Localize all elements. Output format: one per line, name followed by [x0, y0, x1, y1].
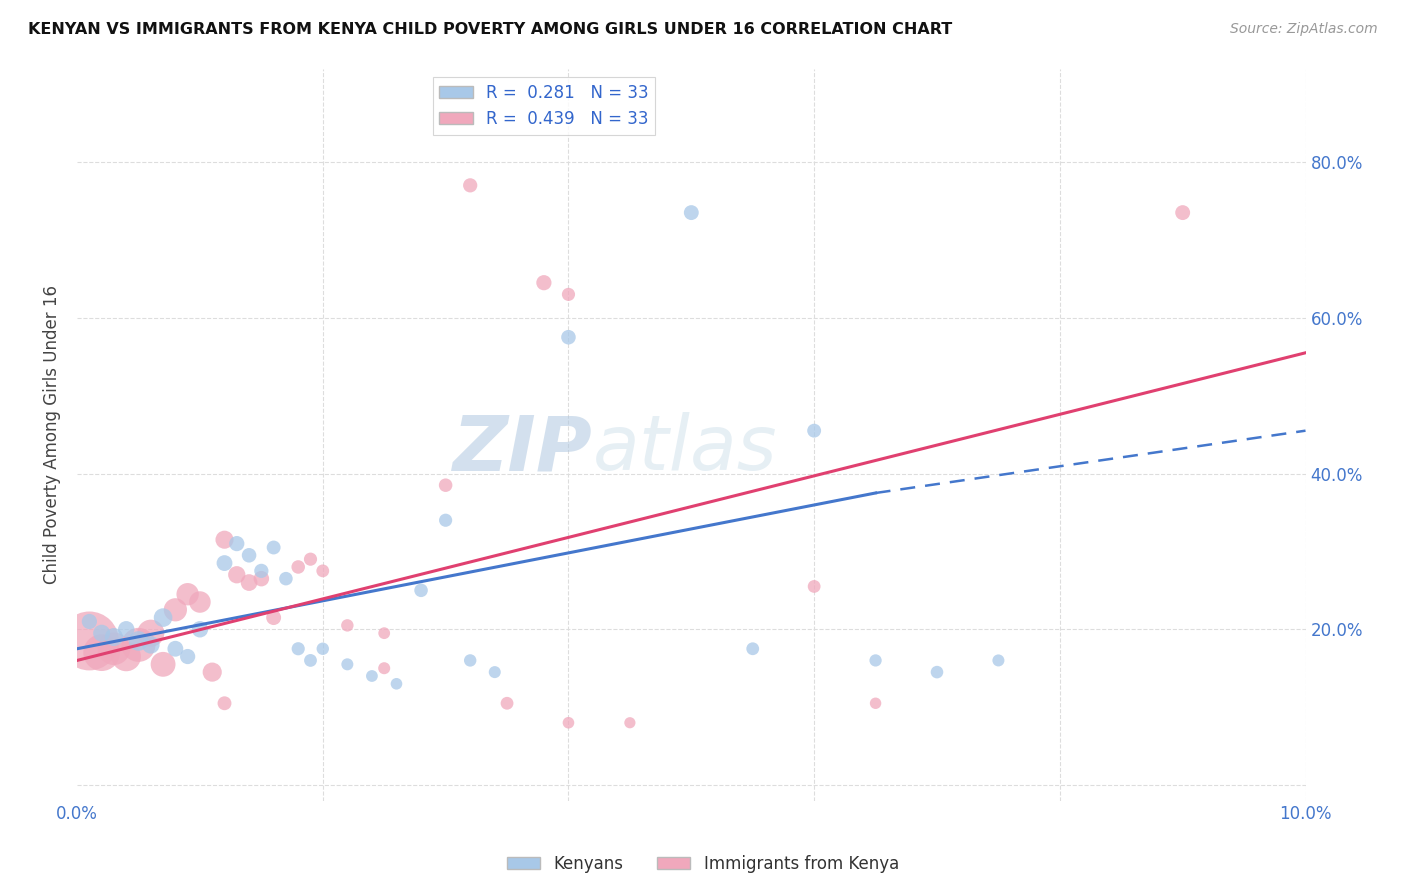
Point — [557, 715, 579, 730]
Text: Source: ZipAtlas.com: Source: ZipAtlas.com — [1230, 22, 1378, 37]
Point — [165, 603, 187, 617]
Point — [103, 641, 125, 656]
Point — [238, 549, 260, 563]
Text: atlas: atlas — [593, 412, 778, 486]
Point — [115, 622, 138, 636]
Point — [263, 541, 285, 555]
Point — [409, 583, 432, 598]
Point — [263, 610, 285, 624]
Point — [225, 567, 247, 582]
Point — [250, 572, 273, 586]
Point — [865, 696, 887, 710]
Point — [458, 653, 481, 667]
Point — [385, 677, 408, 691]
Point — [803, 424, 825, 438]
Point — [287, 560, 309, 574]
Point — [434, 478, 457, 492]
Y-axis label: Child Poverty Among Girls Under 16: Child Poverty Among Girls Under 16 — [44, 285, 60, 584]
Point — [434, 513, 457, 527]
Point — [681, 205, 703, 219]
Point — [865, 653, 887, 667]
Point — [176, 587, 198, 601]
Point — [188, 622, 211, 636]
Point — [165, 641, 187, 656]
Point — [139, 626, 162, 640]
Point — [373, 661, 395, 675]
Point — [557, 330, 579, 344]
Point — [312, 564, 335, 578]
Point — [1171, 205, 1194, 219]
Legend: R =  0.281   N = 33, R =  0.439   N = 33: R = 0.281 N = 33, R = 0.439 N = 33 — [433, 77, 655, 135]
Point — [274, 572, 297, 586]
Point — [176, 649, 198, 664]
Point — [115, 649, 138, 664]
Text: KENYAN VS IMMIGRANTS FROM KENYA CHILD POVERTY AMONG GIRLS UNDER 16 CORRELATION C: KENYAN VS IMMIGRANTS FROM KENYA CHILD PO… — [28, 22, 952, 37]
Point — [214, 696, 236, 710]
Legend: Kenyans, Immigrants from Kenya: Kenyans, Immigrants from Kenya — [501, 848, 905, 880]
Point — [90, 626, 112, 640]
Point — [496, 696, 519, 710]
Point — [925, 665, 948, 679]
Point — [741, 641, 763, 656]
Point — [803, 579, 825, 593]
Point — [225, 536, 247, 550]
Point — [188, 595, 211, 609]
Point — [373, 626, 395, 640]
Point — [152, 657, 174, 672]
Point — [79, 615, 101, 629]
Point — [361, 669, 384, 683]
Point — [250, 564, 273, 578]
Point — [987, 653, 1010, 667]
Point — [299, 653, 322, 667]
Point — [214, 533, 236, 547]
Point — [214, 556, 236, 570]
Point — [484, 665, 506, 679]
Point — [103, 630, 125, 644]
Point — [557, 287, 579, 301]
Point — [201, 665, 224, 679]
Point — [152, 610, 174, 624]
Point — [299, 552, 322, 566]
Point — [533, 276, 555, 290]
Point — [128, 634, 150, 648]
Point — [128, 638, 150, 652]
Point — [287, 641, 309, 656]
Point — [90, 646, 112, 660]
Point — [312, 641, 335, 656]
Point — [336, 618, 359, 632]
Point — [458, 178, 481, 193]
Point — [336, 657, 359, 672]
Text: ZIP: ZIP — [453, 412, 593, 486]
Point — [139, 638, 162, 652]
Point — [238, 575, 260, 590]
Point — [619, 715, 641, 730]
Point — [79, 634, 101, 648]
